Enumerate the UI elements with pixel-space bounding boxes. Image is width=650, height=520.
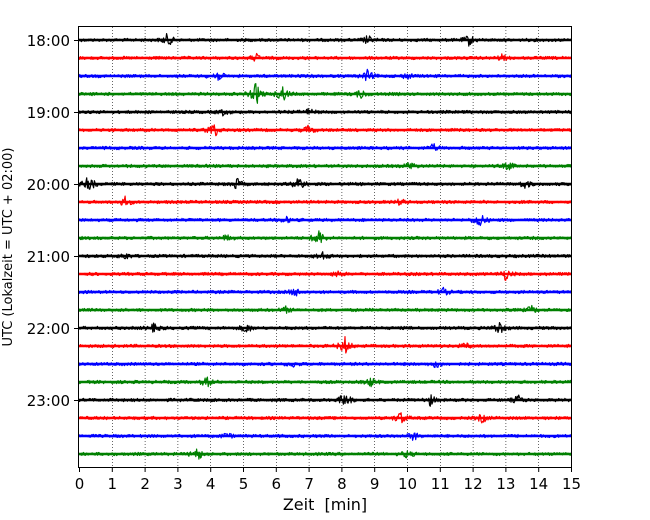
vertical-gridlines [112,27,540,467]
x-tick-label-2: 2 [140,475,150,493]
x-tick-label-9: 9 [370,475,380,493]
y-tick-label-2100: 21:00 [27,248,70,266]
x-tick-label-1: 1 [108,475,118,493]
x-tick-label-5: 5 [239,475,249,493]
x-axis-label: Zeit [min] [283,495,367,514]
y-tick-label-1900: 19:00 [27,104,70,122]
plot-frame [78,26,572,468]
x-tick-label-8: 8 [337,475,347,493]
x-tick-label-14: 14 [529,475,548,493]
x-tick-label-0: 0 [75,475,85,493]
y-axis-ticks: 18:00 19:00 20:00 21:00 22:00 23:00 [27,32,79,410]
x-tick-label-6: 6 [272,475,282,493]
seismogram-traces [78,33,572,460]
trace-2015 [78,195,572,206]
y-tick-label-2200: 22:00 [27,320,70,338]
x-tick-label-12: 12 [464,475,483,493]
x-tick-label-15: 15 [562,475,581,493]
x-tick-label-4: 4 [206,475,216,493]
trace-2115 [78,270,572,281]
y-tick-label-1800: 18:00 [27,32,70,50]
x-tick-label-11: 11 [431,475,450,493]
x-tick-label-13: 13 [496,475,515,493]
x-axis-ticks: 0 1 2 3 4 5 6 7 8 9 10 11 12 13 14 15 [75,467,581,493]
y-tick-label-2300: 23:00 [27,392,70,410]
y-axis-label: UTC (Lokalzeit = UTC + 02:00) [1,148,16,347]
x-tick-label-7: 7 [304,475,314,493]
y-tick-label-2000: 20:00 [27,176,70,194]
x-tick-label-3: 3 [173,475,183,493]
x-tick-label-10: 10 [398,475,417,493]
